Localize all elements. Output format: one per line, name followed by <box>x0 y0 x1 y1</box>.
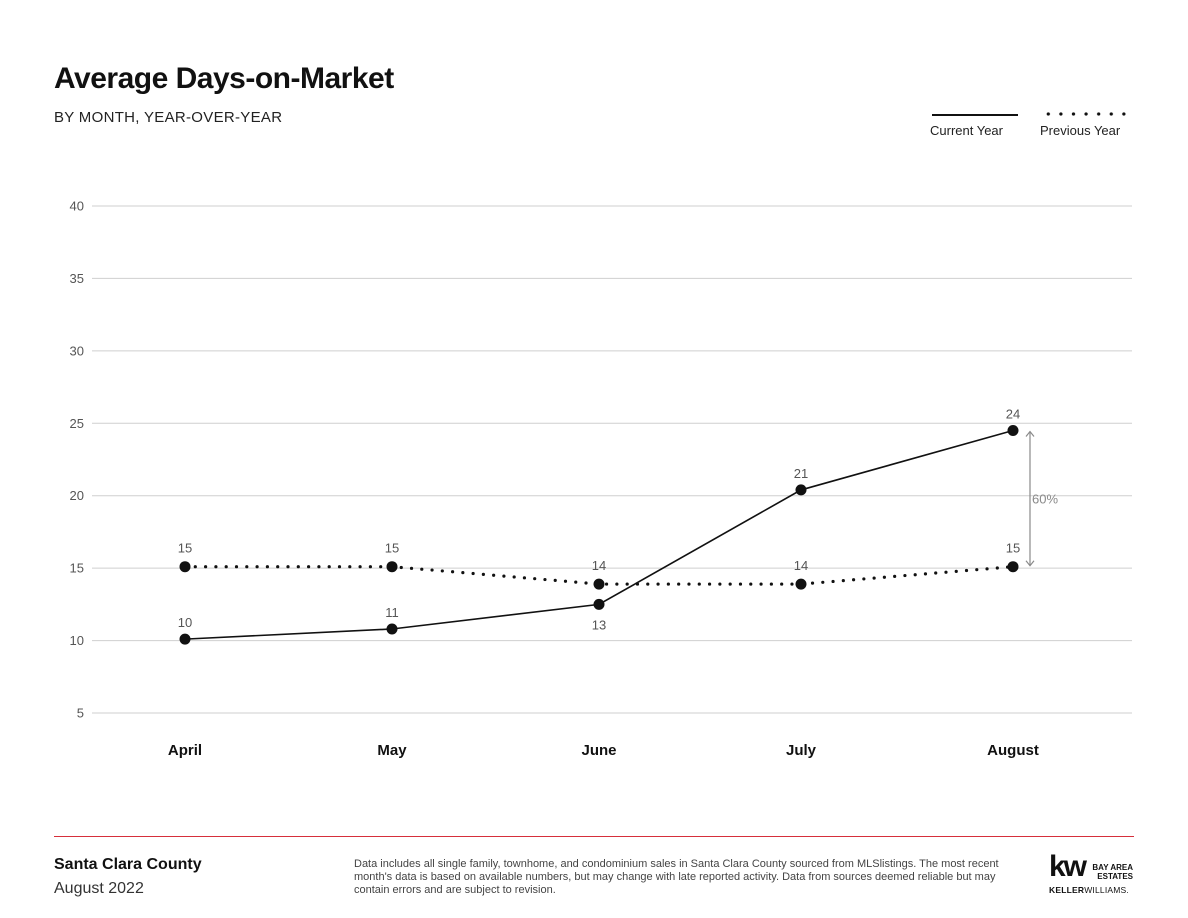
x-tick-label: July <box>786 742 817 759</box>
current-year-point <box>1007 425 1019 437</box>
label-layer: 5 10 15 20 25 30 35 40 April May June July August 10 1… <box>70 199 1039 760</box>
previous-year-label: 14 <box>794 558 808 573</box>
logo-region-line1: BAY AREA <box>1092 863 1133 872</box>
current-year-label: 21 <box>794 466 808 481</box>
current-year-point <box>386 623 398 635</box>
current-year-label: 11 <box>385 605 399 620</box>
report-date: August 2022 <box>54 880 144 897</box>
legend-current-year: Current Year <box>930 108 1020 138</box>
grid-layer <box>92 205 1132 714</box>
annotation-arrow-head-bottom <box>1025 560 1035 567</box>
previous-year-label: 14 <box>592 558 606 573</box>
x-tick-label: May <box>377 742 407 759</box>
current-year-label: 24 <box>1006 407 1020 422</box>
x-tick-label: June <box>581 742 616 759</box>
previous-year-label: 15 <box>178 541 192 556</box>
previous-year-point <box>1007 561 1019 573</box>
county-name: Santa Clara County <box>54 856 202 873</box>
y-tick-label: 15 <box>70 561 84 576</box>
logo-brand: KELLERWILLIAMS. <box>1049 885 1129 895</box>
footer-divider <box>54 836 1134 837</box>
current-year-point <box>795 484 807 496</box>
previous-year-point <box>179 561 191 573</box>
keller-williams-logo: kw BAY AREA ESTATES KELLERWILLIAMS. <box>1049 850 1135 896</box>
previous-year-point <box>386 561 398 573</box>
current-year-point <box>179 633 191 645</box>
current-year-label: 13 <box>592 617 606 632</box>
y-tick-label: 10 <box>70 633 84 648</box>
dotted-line-swatch <box>1042 112 1130 116</box>
line-chart: 60% 5 10 15 20 25 30 35 40 April May June July Augus… <box>70 199 1132 760</box>
y-tick-label: 35 <box>70 271 84 286</box>
legend-previous-label: Previous Year <box>1040 123 1121 138</box>
current-year-point <box>593 598 605 610</box>
y-tick-label: 25 <box>70 416 84 431</box>
previous-year-point <box>593 578 605 590</box>
annotation-arrow-head-top <box>1025 430 1035 437</box>
solid-line-swatch <box>932 114 1018 116</box>
chart-subtitle: BY MONTH, YEAR-OVER-YEAR <box>54 109 283 126</box>
previous-year-point <box>795 578 807 590</box>
series-layer <box>179 425 1019 645</box>
y-tick-label: 5 <box>77 706 84 721</box>
x-tick-label: April <box>168 742 202 759</box>
current-year-label: 10 <box>178 615 192 630</box>
annotation-percent-label: 60% <box>1032 492 1058 507</box>
logo-brand-rest: WILLIAMS. <box>1084 885 1129 895</box>
logo-mark: kw <box>1049 850 1087 883</box>
y-tick-label: 40 <box>70 199 84 214</box>
legend-previous-year: Previous Year <box>1040 108 1132 138</box>
annotation-layer: 60% <box>1025 430 1058 567</box>
y-tick-label: 20 <box>70 488 84 503</box>
y-tick-label: 30 <box>70 343 84 358</box>
logo-brand-bold: KELLER <box>1049 885 1085 895</box>
chart-title: Average Days-on-Market <box>54 62 394 95</box>
logo-region-line2: ESTATES <box>1097 872 1133 881</box>
logo-region: BAY AREA ESTATES <box>1091 863 1133 881</box>
data-disclaimer: Data includes all single family, townhom… <box>354 858 999 896</box>
legend-current-label: Current Year <box>930 123 1003 138</box>
previous-year-label: 15 <box>385 541 399 556</box>
previous-year-label: 15 <box>1006 541 1020 556</box>
x-tick-label: August <box>987 742 1039 759</box>
